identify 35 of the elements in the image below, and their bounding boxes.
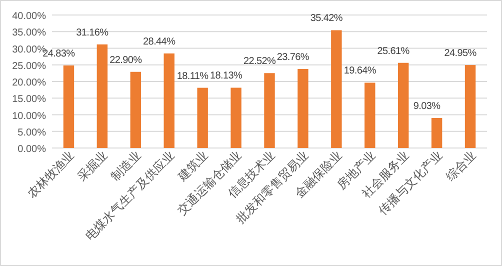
data-label: 28.44%	[143, 36, 176, 48]
y-tick-label: 25.00%	[12, 60, 46, 72]
data-label: 31.16%	[76, 27, 109, 38]
bar	[130, 72, 142, 148]
bar	[264, 73, 275, 148]
bar	[431, 118, 442, 148]
bar	[96, 44, 108, 148]
bar	[331, 30, 342, 148]
bar	[464, 65, 476, 148]
data-label: 22.90%	[110, 54, 142, 66]
bar	[298, 69, 308, 148]
y-tick-label: 15.00%	[12, 94, 46, 106]
data-label: 9.03%	[413, 100, 441, 112]
y-tick-label: 40.00%	[12, 11, 46, 22]
data-label: 24.95%	[444, 48, 477, 60]
x-tick-label: 采掘业	[74, 148, 110, 184]
bar	[164, 53, 174, 148]
data-label: 18.13%	[210, 70, 242, 82]
data-label: 19.64%	[344, 66, 376, 77]
y-tick-label: 10.00%	[12, 110, 46, 122]
data-label: 23.76%	[276, 52, 310, 63]
y-tick-label: 0.00%	[18, 144, 46, 155]
x-tick-label: 综合业	[443, 148, 478, 184]
bar	[63, 65, 74, 148]
data-label: 18.11%	[176, 70, 209, 82]
y-tick-label: 20.00%	[12, 78, 46, 88]
bar	[197, 88, 208, 148]
y-tick-label: 5.00%	[18, 127, 46, 138]
data-label: 25.61%	[377, 46, 410, 57]
bar	[364, 82, 376, 148]
data-label: 22.52%	[243, 56, 276, 68]
y-tick-label: 35.00%	[12, 28, 46, 39]
bar	[398, 62, 409, 148]
bar	[230, 88, 242, 148]
data-label: 35.42%	[310, 13, 343, 24]
